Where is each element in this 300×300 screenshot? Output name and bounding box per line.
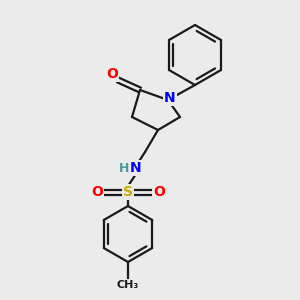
Text: H: H [119, 161, 129, 175]
Text: O: O [91, 185, 103, 199]
Text: N: N [164, 91, 176, 105]
Text: S: S [123, 185, 133, 199]
Text: N: N [130, 161, 142, 175]
Text: O: O [106, 67, 118, 81]
Text: O: O [153, 185, 165, 199]
Text: CH₃: CH₃ [117, 280, 139, 290]
